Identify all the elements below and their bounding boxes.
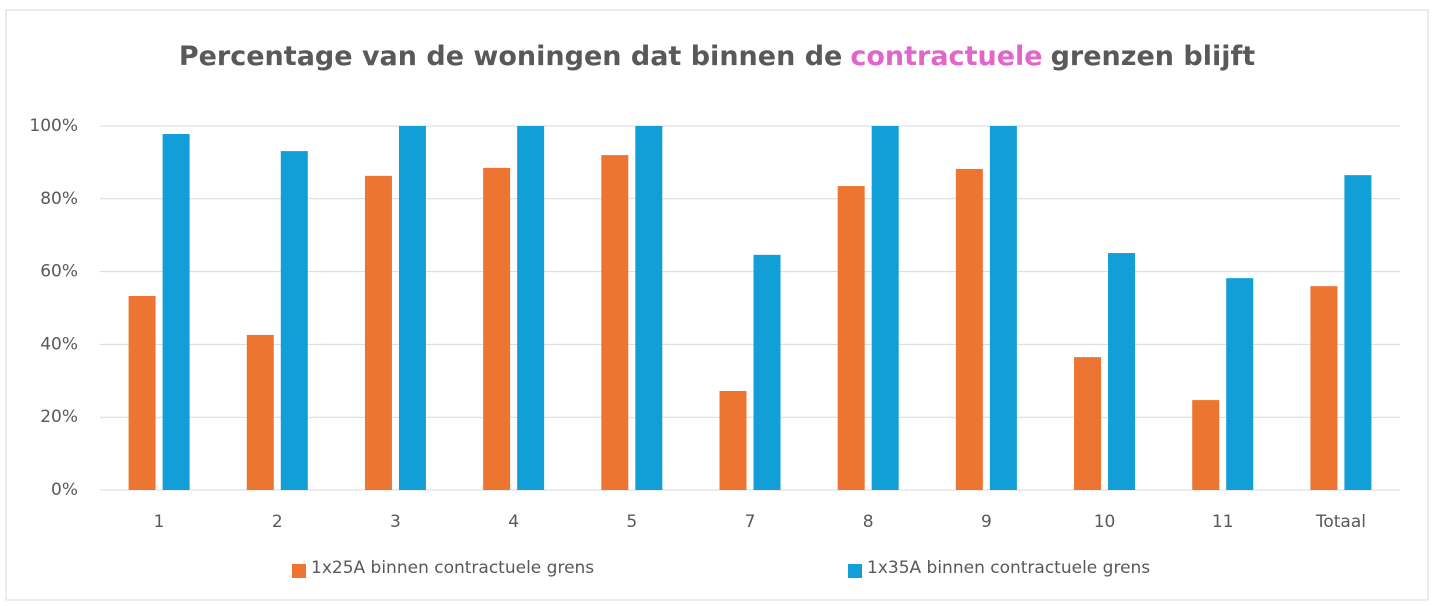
x-tick-label: Totaal bbox=[1315, 512, 1366, 532]
bar bbox=[1074, 357, 1102, 490]
x-tick-label: 8 bbox=[863, 512, 874, 532]
x-tick-label: 4 bbox=[508, 512, 519, 532]
y-tick-label: 20% bbox=[40, 407, 78, 427]
x-tick-label: 1 bbox=[154, 512, 165, 532]
bar bbox=[601, 155, 629, 490]
bar bbox=[1344, 175, 1372, 490]
bar bbox=[989, 126, 1017, 490]
bar bbox=[635, 126, 663, 490]
x-tick-label: 5 bbox=[626, 512, 637, 532]
x-tick-label: 7 bbox=[745, 512, 756, 532]
y-tick-label: 40% bbox=[40, 334, 78, 354]
bar bbox=[837, 186, 865, 490]
bar bbox=[753, 254, 781, 490]
y-tick-label: 100% bbox=[29, 116, 78, 136]
bar bbox=[162, 134, 190, 490]
chart-title: Percentage van de woningen dat binnen de… bbox=[179, 41, 1255, 72]
legend-label: 1x35A binnen contractuele grens bbox=[867, 558, 1150, 578]
bar bbox=[955, 168, 983, 490]
bar bbox=[364, 175, 392, 491]
bar bbox=[871, 126, 899, 490]
bar bbox=[1108, 253, 1136, 490]
bar bbox=[246, 334, 274, 490]
legend-label: 1x25A binnen contractuele grens bbox=[311, 558, 594, 578]
bar bbox=[280, 151, 308, 490]
y-tick-label: 80% bbox=[40, 189, 78, 209]
x-tick-label: 2 bbox=[272, 512, 283, 532]
y-tick-label: 60% bbox=[40, 262, 78, 282]
bar bbox=[398, 126, 426, 490]
bar bbox=[1226, 278, 1254, 490]
x-tick-label: 9 bbox=[981, 512, 992, 532]
title-part: grenzen blijft bbox=[1051, 41, 1256, 72]
bar bbox=[719, 390, 747, 490]
bar bbox=[1192, 400, 1220, 490]
bar bbox=[483, 167, 511, 491]
title-highlight: contractuele bbox=[850, 41, 1042, 72]
x-tick-label: 3 bbox=[390, 512, 401, 532]
legend-swatch bbox=[848, 564, 862, 578]
chart-frame bbox=[5, 9, 1429, 601]
x-tick-label: 11 bbox=[1212, 512, 1234, 532]
title-part: Percentage van de woningen dat binnen de bbox=[179, 41, 843, 72]
bar bbox=[517, 126, 545, 490]
x-tick-label: 10 bbox=[1094, 512, 1116, 532]
y-tick-label: 0% bbox=[51, 480, 78, 500]
bar bbox=[128, 295, 156, 490]
bar bbox=[1310, 286, 1338, 490]
legend-swatch bbox=[292, 564, 306, 578]
